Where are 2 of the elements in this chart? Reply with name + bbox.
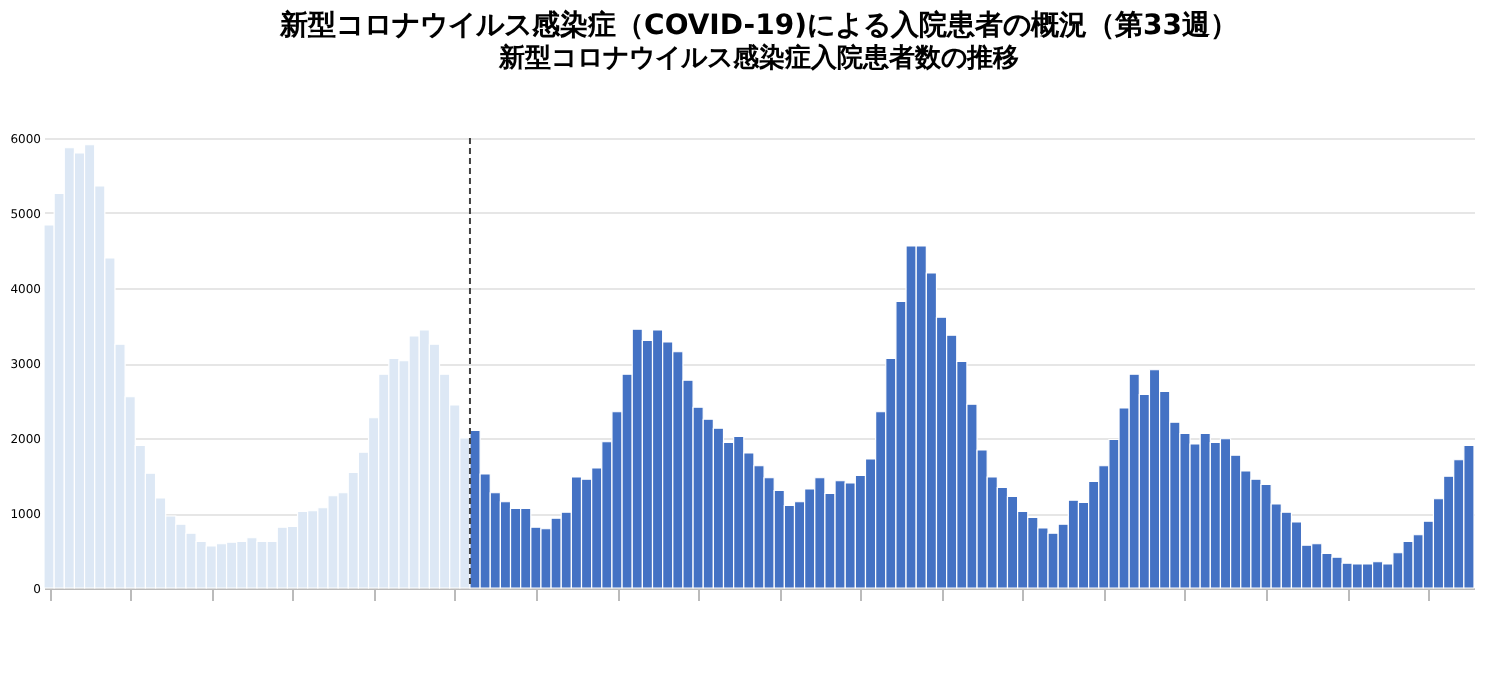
chart-subtitle: 新型コロナウイルス感染症入院患者数の推移 (497, 42, 1019, 74)
chart-title: 新型コロナウイルス感染症（COVID-19)による入院患者の概況（第33週） (278, 8, 1238, 42)
